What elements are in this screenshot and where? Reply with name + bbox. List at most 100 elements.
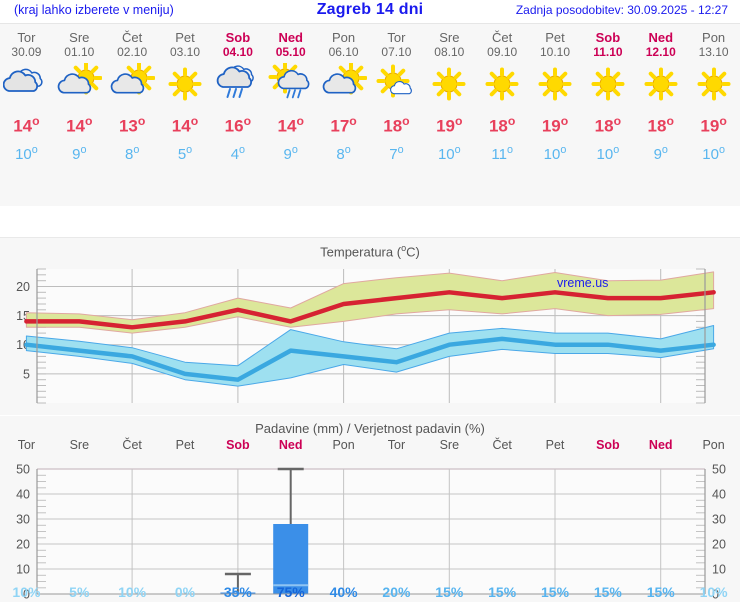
day-column[interactable]: Sob 04.10 16o 4o bbox=[211, 24, 264, 206]
temp-title-degree: o bbox=[401, 243, 407, 253]
precipitation-day-label: Pon bbox=[702, 438, 725, 452]
day-date: 30.09 bbox=[11, 45, 42, 59]
temperature-panel: Temperatura (oC) 20 15 10 5 vreme.us bbox=[0, 238, 740, 415]
day-min-temperature: 9o bbox=[72, 143, 87, 163]
precipitation-day-label: Pet bbox=[545, 438, 565, 452]
day-column[interactable]: Čet 09.10 18o 11o bbox=[476, 24, 529, 206]
precipitation-probability-value: 5% bbox=[69, 584, 90, 600]
day-min-temperature: 8o bbox=[336, 143, 351, 163]
day-columns: Tor 30.09 14o 10o Sre 01.10 14o 9o Čet 02.10 13o 8o… bbox=[0, 24, 740, 206]
day-date: 03.10 bbox=[169, 45, 201, 59]
precipitation-day-labels: Tor Sre Čet Pet Sob Ned Pon Tor Sre Čet Pet Sob Ned P… bbox=[0, 438, 740, 452]
day-column[interactable]: Ned 05.10 14o 9o bbox=[264, 24, 317, 206]
day-max-temperature: 18o bbox=[488, 114, 516, 136]
temperature-chart-title: Temperatura (oC) bbox=[0, 238, 740, 261]
precipitation-probability-value: 10% bbox=[118, 584, 147, 600]
day-max-temperature: 19o bbox=[541, 114, 569, 136]
day-date: 05.10 bbox=[275, 45, 306, 59]
precipitation-probability-value: 15% bbox=[541, 584, 570, 600]
precipitation-probability-value: 10% bbox=[699, 584, 728, 600]
precipitation-day-label: Pon bbox=[332, 438, 355, 452]
day-min-temperature: 10o bbox=[543, 143, 567, 163]
day-column[interactable]: Sob 11.10 18o 10o bbox=[581, 24, 634, 206]
day-name: Pet bbox=[175, 30, 195, 45]
svg-text:50: 50 bbox=[712, 463, 726, 477]
sunny-small-cloud-icon bbox=[373, 63, 419, 107]
day-min-temperature: 7o bbox=[389, 143, 404, 163]
day-min-temperature: 9o bbox=[653, 143, 668, 163]
sunny-icon bbox=[638, 63, 684, 107]
precipitation-day-label: Tor bbox=[387, 438, 406, 452]
day-min-temperature: 10o bbox=[702, 143, 725, 163]
day-name: Čet bbox=[122, 30, 143, 45]
day-name: Tor bbox=[387, 30, 406, 45]
svg-text:20: 20 bbox=[16, 538, 30, 552]
sunny-icon bbox=[426, 63, 472, 107]
precipitation-probability-row: 10% 5% 10% 0% 35% 75% 40% 20% 15% 15% 15% 15% 15% 10% bbox=[0, 584, 740, 600]
precipitation-probability-value: 15% bbox=[593, 584, 622, 600]
sun-rain-icon bbox=[268, 63, 314, 107]
day-date: 04.10 bbox=[222, 45, 253, 59]
precipitation-probability-value: 10% bbox=[12, 584, 41, 600]
day-max-temperature: 14o bbox=[171, 114, 199, 136]
day-date: 09.10 bbox=[487, 45, 518, 59]
temp-title-unit: C) bbox=[406, 244, 420, 260]
day-column[interactable]: Pon 06.10 17o 8o bbox=[317, 24, 370, 206]
day-column[interactable]: Pet 10.10 19o 10o bbox=[529, 24, 582, 206]
svg-text:5: 5 bbox=[23, 367, 30, 381]
sunny-icon bbox=[532, 63, 578, 107]
day-column[interactable]: Sre 01.10 14o 9o bbox=[53, 24, 106, 206]
precipitation-day-label: Pet bbox=[175, 438, 195, 452]
day-date: 02.10 bbox=[117, 45, 148, 59]
day-max-temperature: 18o bbox=[647, 114, 674, 136]
precipitation-probability-value: 15% bbox=[435, 584, 464, 600]
partly-sunny-icon bbox=[321, 63, 367, 107]
day-min-temperature: 8o bbox=[124, 143, 140, 163]
day-name: Ned bbox=[648, 30, 674, 45]
precipitation-day-label: Čet bbox=[492, 438, 512, 452]
svg-text:10: 10 bbox=[712, 563, 726, 577]
chart-watermark: vreme.us bbox=[557, 276, 608, 290]
rain-icon bbox=[215, 63, 261, 107]
sunny-icon bbox=[585, 63, 631, 107]
day-min-temperature: 10o bbox=[15, 143, 38, 163]
svg-text:50: 50 bbox=[16, 463, 30, 477]
day-min-temperature: 5o bbox=[177, 143, 193, 163]
day-column[interactable]: Čet 02.10 13o 8o bbox=[106, 24, 159, 206]
day-max-temperature: 14o bbox=[66, 114, 93, 136]
precipitation-day-label: Sob bbox=[596, 438, 620, 452]
day-column[interactable]: Pet 03.10 14o 5o bbox=[159, 24, 212, 206]
cloudy-icon bbox=[3, 63, 49, 107]
day-min-temperature: 10o bbox=[596, 143, 620, 163]
precipitation-panel: Padavine (mm) / Verjetnost padavin (%) T… bbox=[0, 415, 740, 602]
day-max-temperature: 16o bbox=[224, 114, 252, 136]
day-column[interactable]: Ned 12.10 18o 9o bbox=[634, 24, 687, 206]
svg-text:20: 20 bbox=[712, 538, 726, 552]
precipitation-probability-value: 75% bbox=[276, 584, 305, 600]
day-date: 12.10 bbox=[645, 45, 676, 59]
sunny-icon bbox=[479, 63, 525, 107]
precipitation-probability-value: 35% bbox=[223, 584, 252, 600]
day-column[interactable]: Tor 07.10 18o 7o bbox=[370, 24, 423, 206]
precipitation-day-label: Sre bbox=[69, 438, 90, 452]
day-name: Sre bbox=[439, 30, 460, 45]
section-separator bbox=[0, 206, 740, 238]
precipitation-probability-value: 0% bbox=[174, 584, 196, 600]
precipitation-day-label: Čet bbox=[122, 438, 142, 452]
day-column[interactable]: Tor 30.09 14o 10o bbox=[0, 24, 53, 206]
day-max-temperature: 19o bbox=[700, 114, 727, 136]
day-column[interactable]: Sre 08.10 19o 10o bbox=[423, 24, 476, 206]
precipitation-probability-value: 40% bbox=[329, 584, 358, 600]
day-column[interactable]: Pon 13.10 19o 10o bbox=[687, 24, 740, 206]
location-hint: (kraj lahko izberete v meniju) bbox=[14, 3, 174, 17]
day-date: 06.10 bbox=[328, 45, 359, 59]
svg-text:0: 0 bbox=[712, 588, 719, 602]
precipitation-probability-value: 20% bbox=[382, 584, 411, 600]
svg-text:40: 40 bbox=[712, 488, 726, 502]
day-date: 11.10 bbox=[593, 45, 623, 59]
day-name: Sob bbox=[595, 30, 621, 45]
day-date: 01.10 bbox=[64, 45, 95, 59]
day-name: Pet bbox=[545, 30, 565, 45]
day-max-temperature: 14o bbox=[277, 114, 304, 136]
last-update-label: Zadnja posodobitev: 30.09.2025 - 12:27 bbox=[515, 3, 728, 17]
